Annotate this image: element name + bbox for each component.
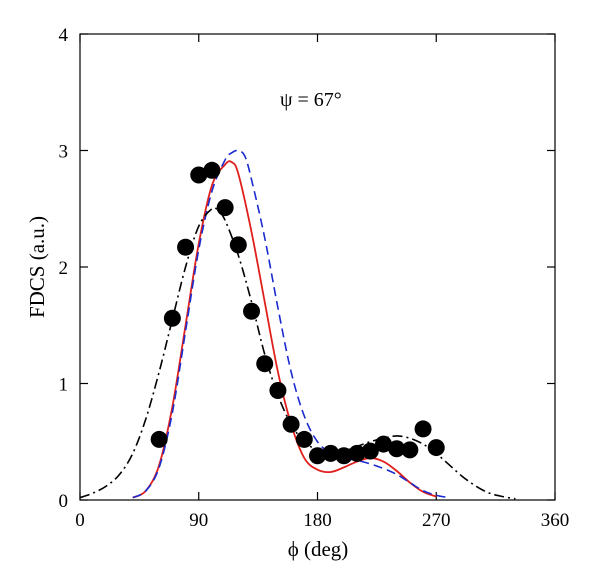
data-point (414, 420, 432, 438)
data-point (348, 444, 366, 462)
chart-annotation: ψ = 67° (280, 89, 342, 111)
data-point (388, 440, 406, 458)
data-point (229, 236, 247, 254)
x-tick-label: 180 (303, 510, 332, 531)
data-point (150, 430, 168, 448)
x-tick-label: 0 (75, 510, 85, 531)
data-point (243, 302, 261, 320)
data-point (427, 439, 445, 457)
data-point (361, 442, 379, 460)
data-point (335, 447, 353, 465)
data-point (269, 381, 287, 399)
data-point (256, 355, 274, 373)
data-point (401, 441, 419, 459)
data-point (374, 435, 392, 453)
x-tick-label: 90 (189, 510, 208, 531)
y-tick-label: 1 (59, 375, 69, 396)
data-point (216, 199, 234, 217)
series-line-dashed (132, 149, 450, 499)
data-point (190, 166, 208, 184)
series-line-dash-dot (79, 206, 516, 500)
data-point (309, 447, 326, 465)
data-point (295, 430, 313, 448)
y-tick-label: 4 (59, 25, 69, 46)
series-layer (79, 149, 516, 500)
x-tick-label: 360 (541, 510, 570, 531)
series-line-solid (132, 160, 437, 499)
y-tick-label: 0 (59, 491, 69, 512)
y-tick-label: 3 (59, 142, 69, 163)
data-point (203, 161, 221, 179)
data-point (177, 238, 195, 256)
y-tick-label: 2 (59, 258, 69, 279)
x-tick-label: 270 (422, 510, 451, 531)
data-point (322, 444, 340, 462)
x-axis-title: ϕ (deg) (288, 537, 349, 561)
x-axis: 0 90 180 270 360 (75, 34, 569, 531)
y-axis-title: FDCS (a.u.) (25, 216, 49, 318)
y-axis: 0 1 2 3 4 (59, 25, 555, 512)
data-point (163, 309, 181, 327)
data-point (282, 415, 300, 433)
